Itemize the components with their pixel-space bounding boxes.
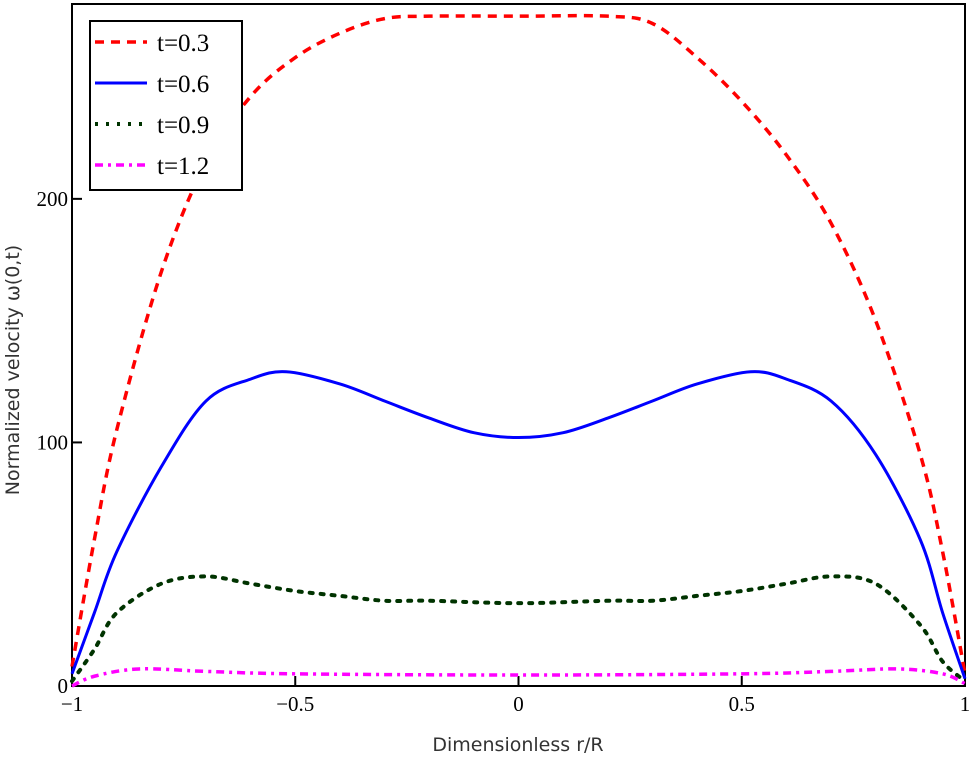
series-line-t=0.3 xyxy=(70,13,967,675)
x-tick-label: 0.5 xyxy=(729,692,755,716)
legend-box xyxy=(89,20,243,191)
series-line-t=0.9 xyxy=(70,574,967,684)
legend-label: t=1.2 xyxy=(157,153,209,180)
x-tick-label: −0.5 xyxy=(276,692,314,716)
x-tick-label: 0 xyxy=(513,692,524,716)
x-axis-label: Dimensionless r/R xyxy=(432,734,603,756)
legend-label: t=0.9 xyxy=(157,112,209,139)
x-tick-label: −1 xyxy=(61,692,83,716)
y-axis-label: Normalized velocity ω(0,t) xyxy=(2,245,24,495)
x-tick-label: 1 xyxy=(960,692,971,716)
y-tick-label: 0 xyxy=(58,674,69,698)
y-tick-label: 200 xyxy=(37,187,69,211)
legend-label: t=0.3 xyxy=(157,30,209,57)
y-tick-label: 100 xyxy=(37,430,69,454)
series-line-t=1.2 xyxy=(71,667,966,688)
series-line-t=0.6 xyxy=(70,370,967,680)
legend-label: t=0.6 xyxy=(157,71,209,98)
legend: t=0.3 t=0.6 t=0.9 t=1.2 xyxy=(89,20,243,191)
